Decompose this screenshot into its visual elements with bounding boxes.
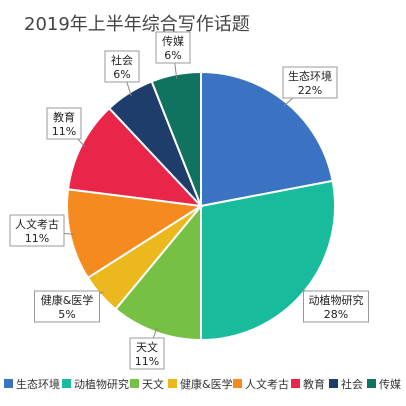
- slice-label-name: 生态环境: [288, 69, 332, 83]
- slice-label: 传媒6%: [155, 31, 191, 64]
- slice-label-value: 11%: [52, 125, 76, 138]
- legend-swatch: [329, 379, 338, 388]
- legend-swatch: [291, 379, 300, 388]
- slice-label-value: 28%: [324, 308, 348, 321]
- slice-label-box: [129, 337, 165, 370]
- slice-label-value: 11%: [25, 232, 49, 245]
- slice-label-name: 教育: [53, 110, 75, 124]
- slice-label-name: 动植物研究: [309, 293, 364, 307]
- slice-label-box: [9, 214, 65, 247]
- slice-label-box: [303, 290, 369, 323]
- pie-slice-1: [200, 70, 334, 208]
- slice-label-name: 传媒: [162, 35, 184, 48]
- slice-label-value: 6%: [164, 49, 181, 62]
- slice-label-name: 人文考古: [15, 217, 59, 231]
- slice-label-value: 22%: [298, 84, 322, 97]
- chart-title: 2019年上半年综合写作话题: [24, 14, 250, 35]
- legend-entry: 天文: [142, 377, 164, 391]
- slice-label-box: [46, 107, 82, 140]
- slice-label: 健康&医学5%: [34, 290, 100, 323]
- slice-label-name: 天文: [136, 340, 158, 354]
- legend-entry: 生态环境: [16, 377, 60, 391]
- pie-slice-6: [66, 106, 204, 208]
- slice-label-box: [282, 66, 338, 99]
- pie-slices: [66, 70, 336, 342]
- legend-entry: 动植物研究: [74, 377, 129, 391]
- legend-swatch: [367, 379, 376, 388]
- legend-swatch: [62, 379, 71, 388]
- legend-swatch: [233, 379, 242, 388]
- slice-label-value: 6%: [113, 68, 130, 81]
- legend: 生态环境 动植物研究 天文 健康&医学 人文考古 教育 社会 传媒: [4, 377, 401, 391]
- legend-entry: 人文考古: [245, 377, 289, 391]
- legend-entry: 健康&医学: [180, 377, 233, 391]
- legend-swatch: [130, 379, 139, 388]
- slice-labels: 生态环境22%动植物研究28%天文11%健康&医学5%人文考古11%教育11%社…: [9, 31, 369, 370]
- legend-swatch: [4, 379, 13, 388]
- legend-entry: 教育: [303, 377, 325, 391]
- slice-label-name: 健康&医学: [41, 293, 94, 307]
- legend-swatch: [168, 379, 177, 388]
- legend-entry: 社会: [341, 377, 363, 391]
- slice-label-box: [104, 50, 140, 83]
- slice-label-box: [34, 290, 100, 323]
- legend-entry: 传媒: [379, 378, 401, 391]
- slice-label-value: 11%: [135, 355, 159, 368]
- pie-slice-5: [66, 188, 204, 280]
- slice-label: 社会6%: [104, 50, 140, 83]
- slice-label-value: 5%: [58, 308, 75, 321]
- slice-label-name: 社会: [111, 53, 133, 67]
- slice-label-box: [155, 31, 191, 64]
